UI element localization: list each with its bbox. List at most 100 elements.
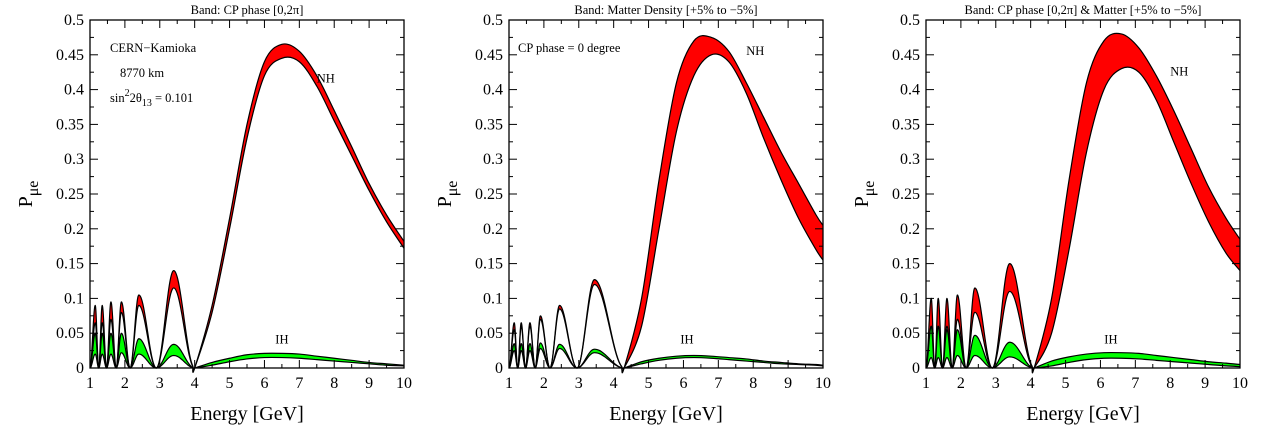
plot-frame (508, 19, 824, 369)
band-nh (926, 33, 1240, 373)
annotation-experiment: CERN−Kamioka (110, 41, 197, 55)
theta-sub: 13 (142, 98, 152, 109)
chart-panel-1: 0 0.05 0.1 0.15 0.2 0.25 0.3 0.35 0.4 0.45 0.5 1 2 3 4… (15, 3, 412, 425)
y-axis-label: Pμe (15, 181, 42, 208)
y-tick-label: 0.5 (483, 12, 503, 29)
theta-sup: 2 (125, 88, 130, 99)
band-lower-line-ih (89, 352, 405, 369)
x-tick-label: 10 (1232, 375, 1248, 392)
x-tick-label: 7 (1131, 375, 1139, 392)
y-tick-label: 0.05 (892, 325, 920, 342)
y-tick-label: 0.3 (483, 151, 503, 168)
x-tick-label: 3 (575, 375, 583, 392)
band-upper-line-ih (925, 325, 1241, 370)
y-tick-label: 0.45 (56, 47, 84, 64)
y-axis-label-main: P (15, 196, 37, 207)
x-tick-label: 9 (784, 375, 792, 392)
y-tick-label: 0.1 (483, 290, 503, 307)
x-tick-label: 2 (121, 375, 129, 392)
x-tick-label: 4 (1027, 375, 1035, 392)
y-tick-label: 0.2 (483, 221, 503, 238)
nh-curve-label: NH (746, 44, 764, 58)
chart-title: Band: CP phase [0,2π] (191, 3, 304, 17)
band-lower-line-ih (925, 354, 1241, 369)
y-tick-label: 0.35 (892, 116, 920, 133)
x-tick-label: 5 (645, 375, 653, 392)
y-tick-label: 0.4 (64, 82, 84, 99)
y-tick-label: 0.4 (483, 82, 503, 99)
band-ih (926, 326, 1240, 369)
y-tick-label: 0.45 (475, 47, 503, 64)
y-axis-label: Pμe (851, 181, 878, 208)
y-tick-label: 0.15 (56, 256, 84, 273)
chart-panel-2: 0 0.05 0.1 0.15 0.2 0.25 0.3 0.35 0.4 0.45 0.5 1 2 3 4… (434, 3, 831, 425)
y-axis-label: Pμe (434, 181, 461, 208)
x-tick-label: 10 (396, 375, 412, 392)
x-tick-label: 7 (295, 375, 303, 392)
y-tick-label: 0 (912, 360, 920, 377)
band-upper-line-nh (925, 32, 1241, 374)
y-tick-label: 0.3 (64, 151, 84, 168)
annotation-cp-phase: CP phase = 0 degree (518, 41, 621, 55)
x-tick-label: 9 (365, 375, 373, 392)
y-tick-label: 0.2 (64, 221, 84, 238)
chart-panel-3: 0 0.05 0.1 0.15 0.2 0.25 0.3 0.35 0.4 0.45 0.5 1 2 3 4… (851, 3, 1248, 425)
theta-value: = 0.101 (152, 91, 193, 105)
y-tick-label: 0.2 (900, 221, 920, 238)
theta-mid: 2θ (130, 91, 142, 105)
chart-title: Band: Matter Density [+5% to −5%] (574, 3, 757, 17)
ih-curve-label: IH (1104, 333, 1117, 347)
band-ih (90, 333, 404, 369)
annotation-theta13: sin22θ13 = 0.101 (110, 88, 193, 109)
band-lower-line-ih (508, 347, 824, 369)
y-tick-label: 0.25 (56, 186, 84, 203)
x-tick-label: 8 (749, 375, 757, 392)
x-tick-label: 6 (679, 375, 687, 392)
y-tick-label: 0.45 (892, 47, 920, 64)
x-tick-label: 2 (957, 375, 965, 392)
x-tick-label: 8 (1166, 375, 1174, 392)
y-tick-label: 0.15 (892, 256, 920, 273)
annotation-baseline: 8770 km (120, 66, 164, 80)
x-tick-label: 1 (86, 375, 94, 392)
y-tick-label: 0.1 (900, 290, 920, 307)
x-tick-label: 8 (330, 375, 338, 392)
x-tick-label: 2 (540, 375, 548, 392)
chart-title: Band: CP phase [0,2π] & Matter [+5% to −… (965, 3, 1202, 17)
y-axis-label-sub: μe (861, 181, 878, 197)
nh-curve-label: NH (317, 72, 335, 86)
x-tick-label: 1 (505, 375, 513, 392)
y-tick-label: 0.05 (56, 325, 84, 342)
y-tick-label: 0.25 (475, 186, 503, 203)
y-tick-label: 0.5 (64, 12, 84, 29)
y-axis-label-main: P (434, 196, 456, 207)
x-tick-label: 4 (191, 375, 199, 392)
y-tick-label: 0.35 (475, 116, 503, 133)
y-tick-label: 0.05 (475, 325, 503, 342)
x-axis-label: Energy [GeV] (1026, 403, 1139, 425)
y-tick-label: 0.35 (56, 116, 84, 133)
x-axis-label: Energy [GeV] (609, 403, 722, 425)
x-tick-label: 10 (815, 375, 831, 392)
band-ih (509, 342, 823, 369)
x-tick-label: 1 (922, 375, 930, 392)
y-tick-label: 0 (76, 360, 84, 377)
nh-curve-label: NH (1170, 65, 1188, 79)
y-tick-label: 0.4 (900, 82, 920, 99)
y-tick-label: 0.25 (892, 186, 920, 203)
y-tick-label: 0 (495, 360, 503, 377)
y-tick-label: 0.1 (64, 290, 84, 307)
x-tick-label: 6 (1096, 375, 1104, 392)
ih-curve-label: IH (275, 333, 288, 347)
x-tick-label: 5 (226, 375, 234, 392)
x-tick-label: 3 (992, 375, 1000, 392)
y-tick-label: 0.15 (475, 256, 503, 273)
x-tick-label: 9 (1201, 375, 1209, 392)
x-tick-label: 5 (1062, 375, 1070, 392)
x-tick-label: 3 (156, 375, 164, 392)
x-tick-label: 4 (610, 375, 618, 392)
y-axis-label-sub: μe (25, 181, 42, 197)
x-tick-label: 6 (260, 375, 268, 392)
y-tick-label: 0.3 (900, 151, 920, 168)
